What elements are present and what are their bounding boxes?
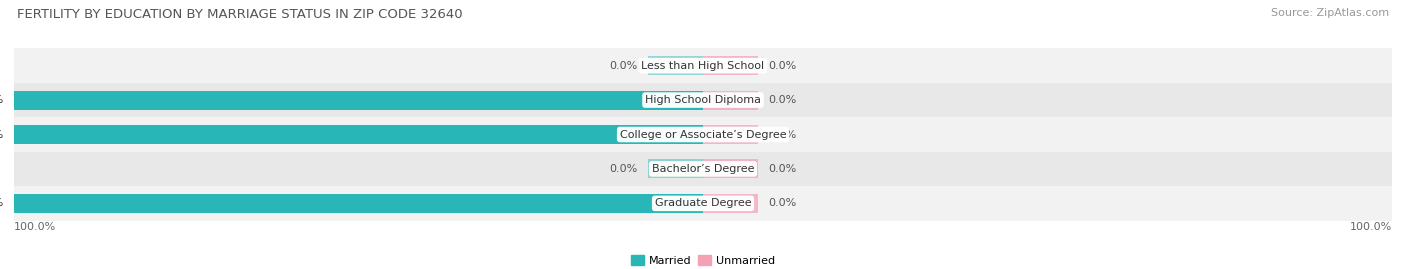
Bar bbox=[14, 194, 703, 213]
Text: High School Diploma: High School Diploma bbox=[645, 95, 761, 105]
Text: Less than High School: Less than High School bbox=[641, 61, 765, 71]
Text: College or Associate’s Degree: College or Associate’s Degree bbox=[620, 129, 786, 140]
Bar bbox=[14, 125, 703, 144]
Text: 0.0%: 0.0% bbox=[609, 164, 637, 174]
Text: Bachelor’s Degree: Bachelor’s Degree bbox=[652, 164, 754, 174]
Text: 0.0%: 0.0% bbox=[769, 95, 797, 105]
Text: 0.0%: 0.0% bbox=[769, 129, 797, 140]
Text: FERTILITY BY EDUCATION BY MARRIAGE STATUS IN ZIP CODE 32640: FERTILITY BY EDUCATION BY MARRIAGE STATU… bbox=[17, 8, 463, 21]
Bar bbox=[14, 91, 703, 109]
Bar bbox=[648, 56, 703, 75]
Text: 100.0%: 100.0% bbox=[14, 222, 56, 232]
Bar bbox=[703, 125, 758, 144]
Text: 100.0%: 100.0% bbox=[1350, 222, 1392, 232]
Bar bbox=[14, 152, 1392, 186]
Text: 0.0%: 0.0% bbox=[769, 164, 797, 174]
Text: 100.0%: 100.0% bbox=[0, 95, 4, 105]
Bar bbox=[14, 48, 1392, 83]
Text: 0.0%: 0.0% bbox=[609, 61, 637, 71]
Text: 0.0%: 0.0% bbox=[769, 61, 797, 71]
Bar bbox=[648, 160, 703, 178]
Bar bbox=[703, 194, 758, 213]
Text: 100.0%: 100.0% bbox=[0, 129, 4, 140]
Text: 0.0%: 0.0% bbox=[769, 198, 797, 208]
Text: Source: ZipAtlas.com: Source: ZipAtlas.com bbox=[1271, 8, 1389, 18]
Bar bbox=[703, 56, 758, 75]
Bar bbox=[14, 186, 1392, 221]
Bar bbox=[14, 117, 1392, 152]
Bar bbox=[703, 91, 758, 109]
Bar bbox=[703, 160, 758, 178]
Text: 100.0%: 100.0% bbox=[0, 198, 4, 208]
Text: Graduate Degree: Graduate Degree bbox=[655, 198, 751, 208]
Legend: Married, Unmarried: Married, Unmarried bbox=[627, 250, 779, 269]
Bar bbox=[14, 83, 1392, 117]
